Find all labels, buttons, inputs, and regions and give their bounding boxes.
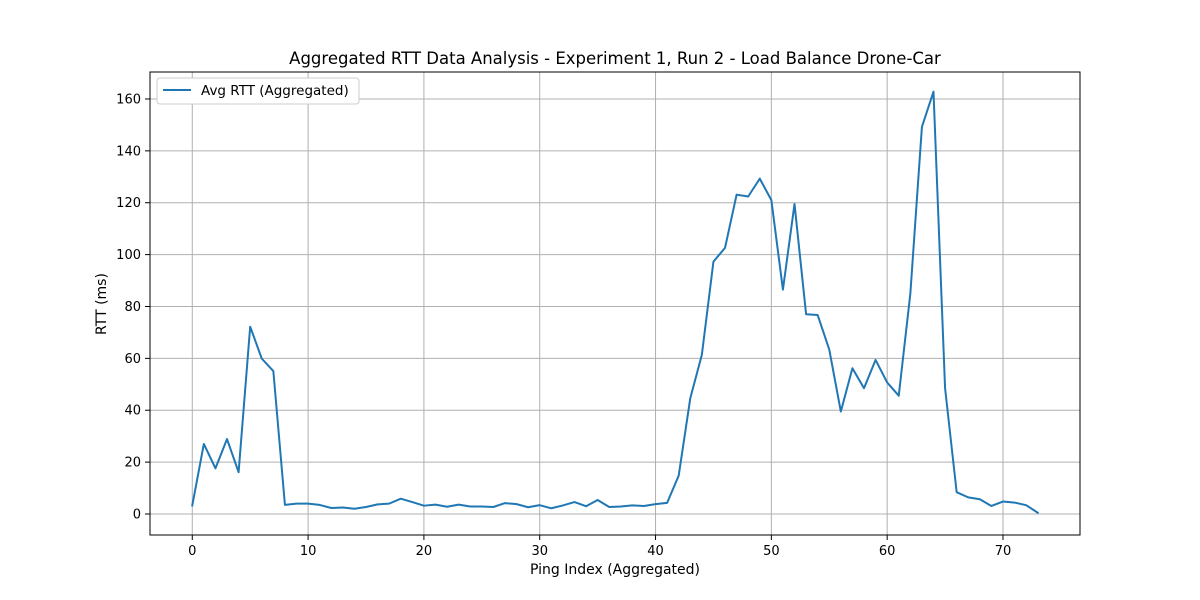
y-axis-label: RTT (ms) [94, 273, 110, 335]
y-tick-label: 120 [116, 196, 141, 211]
x-tick-label: 0 [188, 544, 196, 559]
legend: Avg RTT (Aggregated) [156, 77, 360, 105]
x-tick-label: 10 [300, 544, 317, 559]
x-tick-label: 70 [995, 544, 1012, 559]
y-tick-label: 100 [116, 248, 141, 263]
y-tick-label: 0 [133, 507, 141, 522]
chart-title: Aggregated RTT Data Analysis - Experimen… [289, 49, 941, 68]
series-layer [191, 90, 1040, 515]
x-axis-ticks: 0 10 20 30 40 50 60 70 [188, 535, 1011, 559]
y-tick-label: 20 [124, 456, 141, 471]
y-tick-label: 40 [124, 404, 141, 419]
y-tick-label: 160 [116, 92, 141, 107]
legend-box [156, 77, 360, 105]
grid-lines [150, 72, 1080, 535]
x-tick-label: 50 [763, 544, 780, 559]
x-tick-label: 30 [531, 544, 548, 559]
x-axis-label: Ping Index (Aggregated) [530, 562, 700, 578]
y-axis-ticks: 0 20 40 60 80 100 120 140 160 [116, 92, 150, 522]
x-tick-label: 20 [416, 544, 433, 559]
x-tick-label: 40 [647, 544, 664, 559]
x-tick-label: 60 [879, 544, 896, 559]
plot-frame [149, 71, 1081, 536]
y-tick-label: 140 [116, 144, 141, 159]
series-line-avg-rtt [191, 90, 1040, 515]
legend-label: Avg RTT (Aggregated) [201, 83, 349, 99]
y-tick-label: 60 [124, 352, 141, 367]
y-tick-label: 80 [124, 300, 141, 315]
